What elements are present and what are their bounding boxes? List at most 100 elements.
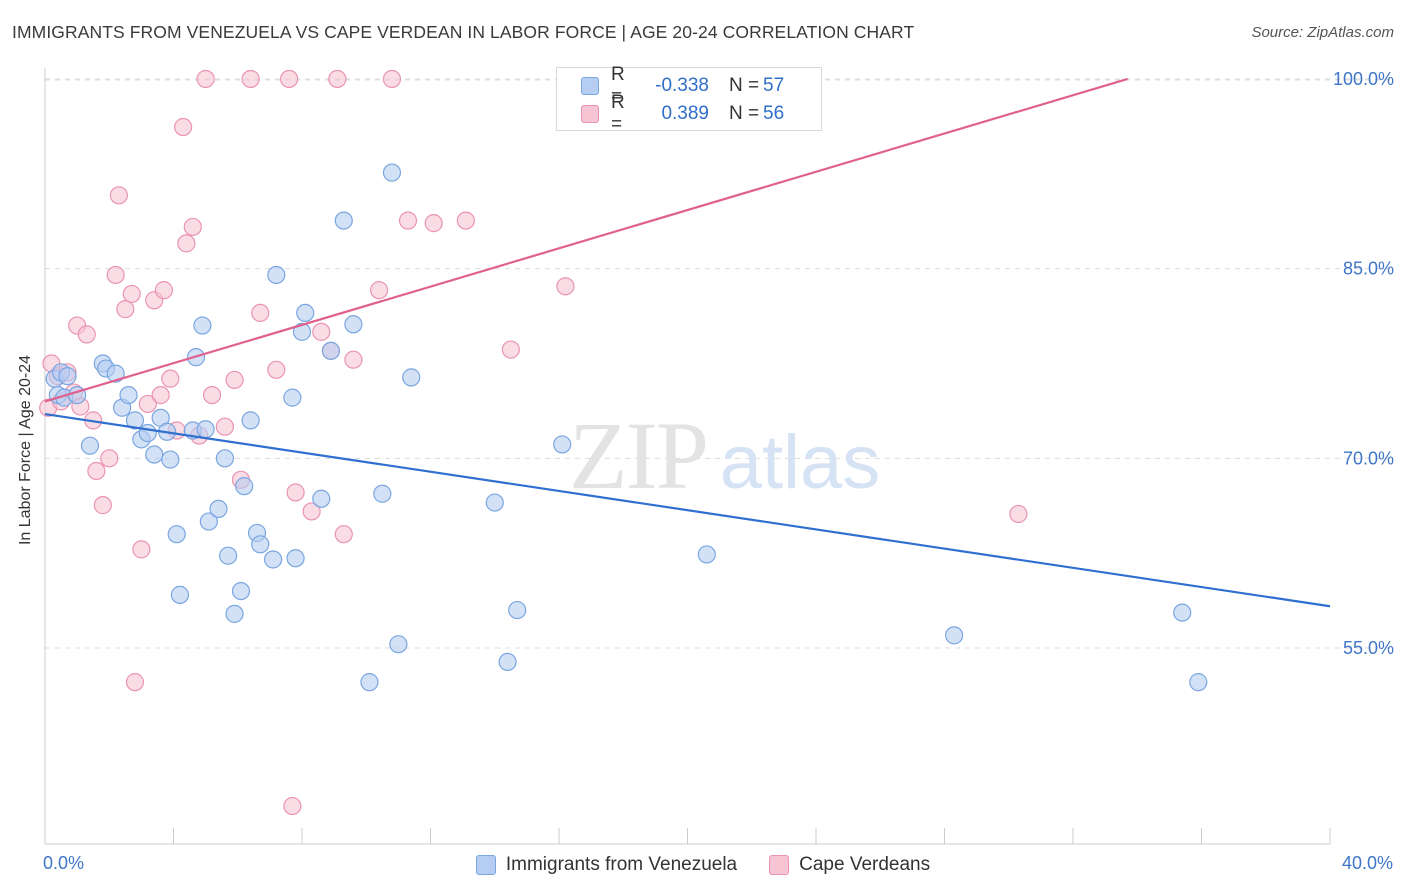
venezuela-point [170,585,190,604]
venezuela-point [945,626,964,645]
cape-verdean-point [241,69,260,89]
venezuela-point [296,303,315,323]
cape-verdean-point [93,496,112,515]
cape-verdean-point [122,284,141,304]
cape-verdean-point [424,214,443,233]
y-axis-label: In Labor Force | Age 20-24 [17,354,34,546]
cape-verdean-point [398,211,418,230]
cape-verdean-point [125,673,145,692]
r-value: 0.389 [661,103,709,124]
cape-verdean-point [501,340,520,359]
venezuela-point [292,322,312,341]
venezuela-point [485,493,504,512]
tick-labels: 55.0% 70.0% 85.0% 100.0% 0.0% 40.0% [43,69,1394,873]
venezuela-point [167,525,186,544]
venezuela-point [1173,603,1192,622]
cape-verdean-point [267,360,286,379]
cape-verdean-point [151,385,170,405]
venezuela-point [312,489,331,508]
grid-lines [45,78,1395,649]
r-label: R = [611,92,625,135]
cape-verdean-point [202,385,222,405]
axes [44,68,1331,845]
venezuela-point [283,388,302,407]
cape-verdean-point [286,483,305,502]
venezuela-point [199,512,218,531]
venezuela-point [697,545,716,564]
cape-verdean-legend-swatch [769,855,790,875]
venezuela-point [344,315,363,334]
legend-item-venezuela: Immigrants from Venezuela [475,854,738,876]
stats-row-venezuela: R = -0.338 N = 57 [581,64,785,107]
venezuela-point [193,316,212,335]
venezuela-point [389,635,408,654]
cape-verdean-point [138,394,157,414]
n-label: N = [729,75,760,96]
venezuela-point [231,581,251,601]
stats-legend: R = -0.338 N = 57 R = 0.389 N = 56 [556,64,822,135]
cape-verdean-point [283,796,302,816]
venezuela-point [119,385,138,405]
venezuela-point [498,652,517,672]
venezuela-point [125,411,145,430]
cape-verdean-point [109,186,128,205]
venezuela-point [1189,673,1208,692]
cape-verdean-point [161,369,180,388]
venezuela-point [80,436,100,455]
venezuela-point [382,163,402,182]
venezuela-point [161,450,180,469]
venezuela-point [145,445,164,464]
y-tick-label: 100.0% [1333,69,1394,89]
cape-verdean-point [312,322,331,341]
cape-verdean-point [328,69,347,89]
stats-row-cape-verdean: R = 0.389 N = 56 [581,92,785,135]
cape-verdean-point [196,69,215,89]
venezuela-point [219,546,238,565]
cape-verdean-point [132,540,151,559]
cape-verdean-point [456,211,475,230]
cape-verdean-point [556,277,575,296]
venezuela-point [334,211,353,230]
cape-verdean-point [280,69,299,89]
cape-verdean-point [225,370,244,390]
cape-verdean-point [77,325,96,344]
venezuela-point [235,477,254,496]
cape-verdean-point [174,117,193,137]
venezuela-point [321,341,341,360]
venezuela-point [196,420,215,439]
venezuela-point [241,411,260,430]
venezuela-point [209,499,228,519]
x-tick-label: 40.0% [1342,853,1393,873]
cape-verdean-swatch [581,105,599,123]
venezuela-point [267,265,286,285]
venezuela-point [138,423,157,443]
cape-verdean-point [334,525,353,544]
venezuela-point [508,600,527,620]
venezuela-swatch [581,77,599,95]
venezuela-point [373,484,392,503]
cape-verdean-point [87,461,106,481]
legend-item-cape-verdean: Cape Verdeans [769,854,930,876]
venezuela-point [263,550,283,569]
venezuela-point [225,604,244,623]
legend-label-venezuela: Immigrants from Venezuela [505,854,738,875]
cape-verdean-point [215,417,234,436]
cape-verdean-point [370,281,389,300]
watermark: ZIP atlas [569,402,880,509]
n-value: 57 [763,75,785,96]
n-value: 56 [763,103,785,124]
watermark-atlas: atlas [720,420,881,505]
y-tick-label: 70.0% [1343,448,1394,468]
series-legend: Immigrants from Venezuela Cape Verdeans [0,850,1406,880]
cape-verdean-point [100,449,119,468]
venezuela-legend-swatch [475,855,496,875]
venezuela-point [286,549,305,568]
cape-verdean-point [177,234,196,253]
venezuela-point [402,368,421,387]
cape-verdean-point [1009,504,1028,524]
venezuela-point [106,364,125,383]
cape-verdean-point [382,69,402,89]
cape-verdean-trend-line [44,77,1128,403]
cape-verdean-point [302,502,321,521]
